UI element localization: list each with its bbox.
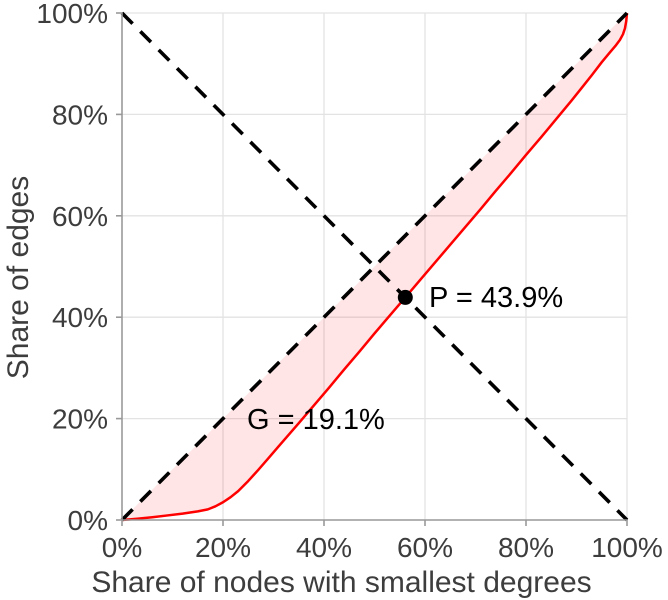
y-tick-label: 60%	[52, 201, 108, 232]
p-annotation: P = 43.9%	[429, 282, 563, 314]
point-P-marker	[397, 289, 413, 305]
y-tick-label: 80%	[52, 99, 108, 130]
x-tick-label: 80%	[498, 532, 554, 563]
y-tick-label: 40%	[52, 302, 108, 333]
x-tick-label: 100%	[591, 532, 663, 563]
x-tick-label: 0%	[102, 532, 142, 563]
lorenz-curve	[121, 12, 629, 522]
g-annotation: G = 19.1%	[247, 404, 385, 436]
x-tick-label: 40%	[296, 532, 352, 563]
x-tick-label: 60%	[397, 532, 453, 563]
x-axis-label: Share of nodes with smallest degrees	[91, 566, 591, 599]
y-tick-label: 0%	[68, 505, 108, 536]
y-tick-label: 20%	[52, 404, 108, 435]
y-axis-label: Share of edges	[2, 176, 35, 379]
x-tick-label: 20%	[195, 532, 251, 563]
y-tick-label: 100%	[36, 0, 108, 29]
gini-area-fill	[122, 13, 627, 520]
